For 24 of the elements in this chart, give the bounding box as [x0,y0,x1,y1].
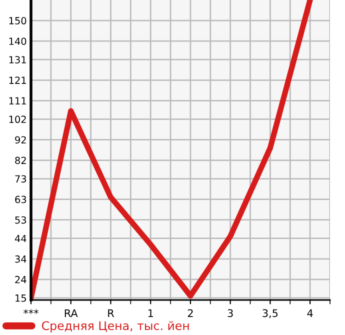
y-tick-label: 102 [9,116,26,124]
y-tick-label: 150 [9,17,26,24]
x-tick-label: 3 [228,309,233,318]
x-tick-label: 2 [188,309,193,317]
x-tick-label: *** [24,309,38,314]
y-tick-label: 131 [9,56,26,64]
y-tick-label: 82 [15,156,26,164]
y-tick-label: 34 [15,255,26,263]
x-tick-label: 3,5 [262,309,278,318]
y-tick-label: 140 [9,38,26,45]
x-tick-label: 4 [307,309,313,317]
y-tick-label: 73 [15,175,26,183]
y-tick-label: 15 [16,294,26,302]
y-tick-label: 53 [15,216,26,224]
y-tick-label: 111 [9,97,26,104]
x-tick-label: R [108,309,114,317]
x-tick-label: RA [64,309,78,317]
y-tick-label: 44 [14,234,26,242]
y-tick-label: 63 [15,196,26,204]
x-tick-label: 1 [148,309,153,317]
legend-label: Средняя Цена, тыс. йен [42,321,189,332]
y-tick-label: 24 [15,276,26,284]
y-tick-label: 92 [15,136,26,144]
y-tick-label: 121 [9,76,26,84]
